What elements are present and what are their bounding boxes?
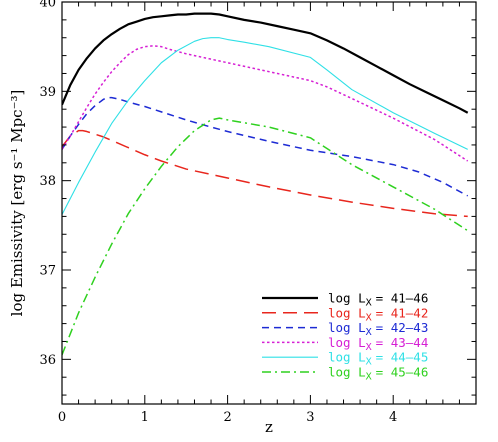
y-tick-label: 40 <box>39 0 56 11</box>
legend-label-6: log LX = 45–46 <box>328 365 428 383</box>
x-tick-label: 4 <box>389 410 397 425</box>
legend-label-5: log LX = 44–45 <box>328 350 428 368</box>
legend-label-3: log LX = 42–43 <box>328 320 428 338</box>
x-tick-label: 3 <box>306 410 314 425</box>
legend-label-2: log LX = 41–42 <box>328 305 428 323</box>
legend-subscript: X <box>366 372 372 383</box>
y-axis-label: log Emissivity [erg s⁻¹ Mpc⁻³] <box>8 90 26 317</box>
series-line-2 <box>62 129 468 218</box>
x-tick-label: 0 <box>58 410 66 425</box>
series-line-3 <box>62 96 469 197</box>
series-line-1 <box>62 12 469 114</box>
legend-label-1: log LX = 41–46 <box>328 291 428 309</box>
y-tick-label: 38 <box>39 174 56 189</box>
series-line-4 <box>62 45 469 162</box>
legend-range: = 41–46 <box>376 291 429 306</box>
y-tick-label: 36 <box>39 353 56 368</box>
series-layer <box>62 12 469 356</box>
ticks-layer: 0 1 2 3 4 36 37 38 39 40 <box>39 0 476 425</box>
legend-prefix: log L <box>328 335 366 350</box>
series-line-5 <box>62 37 468 215</box>
x-tick-label: 2 <box>223 410 231 425</box>
legend-subscript: X <box>366 312 372 323</box>
legend-prefix: log L <box>328 320 366 335</box>
x-axis-label: z <box>265 418 273 436</box>
legend-prefix: log L <box>328 365 366 380</box>
legend-label-4: log LX = 43–44 <box>328 335 428 353</box>
legend-prefix: log L <box>328 291 366 306</box>
legend-subscript: X <box>366 298 372 309</box>
legend-prefix: log L <box>328 350 366 365</box>
legend-range: = 42–43 <box>376 320 429 335</box>
legend-subscript: X <box>366 357 372 368</box>
x-tick-label: 1 <box>141 410 149 425</box>
legend-range: = 43–44 <box>376 335 429 350</box>
legend-range: = 44–45 <box>376 350 429 365</box>
series-line-6 <box>62 117 469 356</box>
plot-frame <box>61 1 477 405</box>
legend-subscript: X <box>366 327 372 338</box>
legend-subscript: X <box>366 342 372 353</box>
legend-range: = 41–42 <box>376 305 429 320</box>
legend-prefix: log L <box>328 305 366 320</box>
y-tick-label: 37 <box>39 264 56 279</box>
y-tick-label: 39 <box>39 85 56 100</box>
legend-range: = 45–46 <box>376 365 429 380</box>
